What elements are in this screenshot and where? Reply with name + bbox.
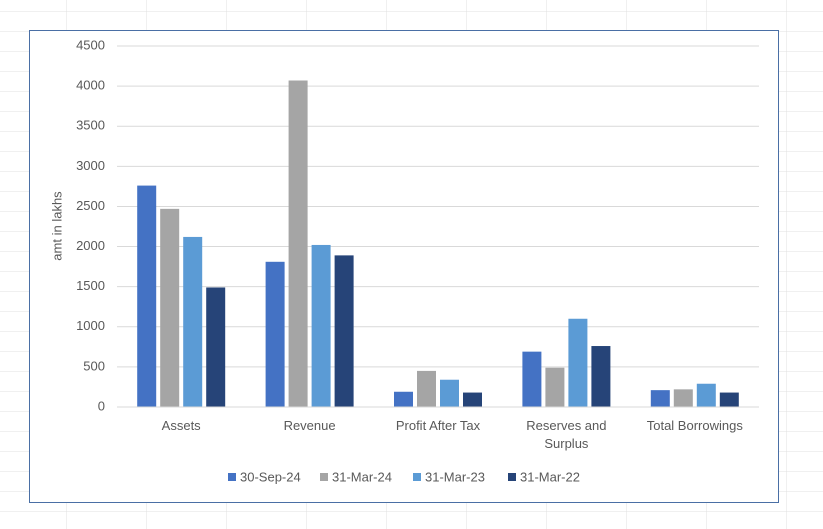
bar xyxy=(650,390,670,407)
bar xyxy=(311,244,331,407)
legend-swatch xyxy=(508,473,516,481)
y-tick-label: 4000 xyxy=(76,78,105,93)
x-tick-label: Profit After Tax xyxy=(395,418,481,433)
legend-label: 31-Mar-24 xyxy=(332,469,392,484)
y-tick-label: 3000 xyxy=(76,158,105,173)
y-tick-label: 2000 xyxy=(76,238,105,253)
bar xyxy=(160,208,180,407)
y-tick-label: 2500 xyxy=(76,198,105,213)
y-tick-label: 500 xyxy=(83,358,105,373)
bar xyxy=(591,346,611,407)
bar xyxy=(696,383,716,407)
x-tick-label: Revenue xyxy=(283,418,336,433)
bar xyxy=(440,379,459,407)
x-tick-label: Assets xyxy=(161,418,201,433)
x-tick-label: Reserves and Surplus xyxy=(526,418,607,451)
x-tick-label: Total Borrowings xyxy=(646,418,743,433)
y-tick-label: 3500 xyxy=(76,118,105,133)
bar xyxy=(206,287,226,407)
legend-label: 31-Mar-22 xyxy=(520,469,580,484)
y-tick-label: 1500 xyxy=(76,278,105,293)
bar xyxy=(137,185,157,407)
bar xyxy=(394,391,413,407)
legend-swatch xyxy=(320,473,328,481)
bar xyxy=(265,261,285,407)
bar xyxy=(522,351,542,407)
legend-swatch xyxy=(413,473,421,481)
bar xyxy=(288,80,308,408)
y-tick-label: 4500 xyxy=(76,37,105,52)
y-axis-title: amt in lakhs xyxy=(49,191,64,261)
bar xyxy=(568,318,588,407)
bar xyxy=(417,370,436,407)
bar xyxy=(183,236,203,407)
y-tick-label: 0 xyxy=(98,398,105,413)
bar xyxy=(673,389,693,407)
bar xyxy=(334,255,354,407)
bar xyxy=(545,367,565,407)
legend-swatch xyxy=(228,473,236,481)
bar xyxy=(463,392,482,407)
legend-label: 31-Mar-23 xyxy=(425,469,485,484)
legend-label: 30-Sep-24 xyxy=(240,469,301,484)
bar xyxy=(719,392,739,407)
y-tick-label: 1000 xyxy=(76,318,105,333)
